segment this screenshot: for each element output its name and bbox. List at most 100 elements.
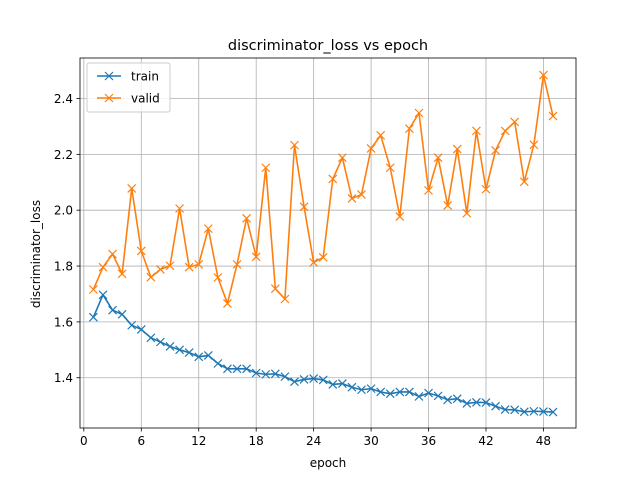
data-point-valid xyxy=(433,153,443,163)
x-tick-label: 42 xyxy=(478,434,493,448)
x-tick-label: 48 xyxy=(536,434,551,448)
data-point-train xyxy=(88,312,98,322)
legend: train valid xyxy=(86,62,171,113)
data-point-train xyxy=(184,348,194,358)
data-point-valid xyxy=(510,117,520,127)
data-point-valid xyxy=(424,185,433,195)
data-point-valid xyxy=(117,269,127,279)
data-point-valid xyxy=(309,257,319,267)
data-point-valid xyxy=(519,177,529,187)
data-point-train xyxy=(309,374,319,383)
x-tick-label: 36 xyxy=(421,434,436,448)
y-tick-label: 2.4 xyxy=(54,92,73,106)
data-point-train xyxy=(98,290,108,300)
data-point-train xyxy=(366,384,376,394)
data-point-valid xyxy=(299,202,309,212)
data-point-train xyxy=(462,399,472,408)
data-point-train xyxy=(232,364,242,374)
data-point-valid xyxy=(481,184,491,194)
data-point-valid xyxy=(242,213,252,223)
data-point-train xyxy=(261,369,271,379)
grid xyxy=(80,58,576,428)
chart-title: discriminator_loss vs epoch xyxy=(228,38,428,54)
data-point-valid xyxy=(98,262,108,272)
data-point-train xyxy=(251,368,261,378)
data-point-train xyxy=(280,372,290,382)
x-axis-label: epoch xyxy=(310,456,347,470)
x-tick-label: 12 xyxy=(191,434,206,448)
data-point-valid xyxy=(108,249,117,259)
data-point-valid xyxy=(156,264,165,274)
data-point-train xyxy=(117,309,127,319)
data-point-train xyxy=(175,345,185,355)
legend-marker-train xyxy=(104,71,114,81)
data-point-train xyxy=(539,407,548,416)
data-point-train xyxy=(136,325,146,334)
data-point-valid xyxy=(366,144,376,153)
data-point-train xyxy=(328,380,338,389)
data-point-valid xyxy=(232,259,242,269)
data-point-train xyxy=(395,387,405,397)
data-point-valid xyxy=(395,212,405,222)
series-valid xyxy=(88,70,558,308)
data-point-valid xyxy=(213,273,223,282)
data-point-valid xyxy=(414,108,424,118)
data-point-valid xyxy=(203,224,213,234)
data-point-train xyxy=(299,374,309,384)
data-point-train xyxy=(424,388,433,398)
legend-marker-valid xyxy=(104,93,114,103)
data-point-train xyxy=(357,385,366,395)
data-point-valid xyxy=(337,153,347,163)
data-point-train xyxy=(156,337,165,347)
data-point-train xyxy=(404,387,414,397)
y-tick-label: 1.4 xyxy=(54,371,73,385)
y-ticks: 1.4 1.6 1.8 2.0 2.2 2.4 xyxy=(54,92,80,385)
data-point-valid xyxy=(194,259,204,269)
legend-entry-valid: valid xyxy=(97,92,160,106)
series-train xyxy=(88,290,558,417)
data-point-valid xyxy=(539,70,548,80)
data-point-valid xyxy=(548,111,558,121)
data-point-train xyxy=(491,401,500,411)
data-point-valid xyxy=(261,163,271,173)
x-tick-label: 18 xyxy=(249,434,264,448)
data-point-train xyxy=(500,405,510,414)
series-layer xyxy=(88,70,558,417)
data-point-train xyxy=(242,364,252,374)
data-point-valid xyxy=(500,126,510,136)
data-point-train xyxy=(108,305,117,315)
data-point-valid xyxy=(223,299,232,308)
data-point-valid xyxy=(280,294,290,304)
x-tick-label: 6 xyxy=(137,434,145,448)
data-point-train xyxy=(519,407,529,417)
y-tick-label: 1.8 xyxy=(54,260,73,274)
data-point-train xyxy=(452,394,462,404)
data-point-train xyxy=(318,375,328,385)
data-point-train xyxy=(414,392,424,401)
data-point-valid xyxy=(184,262,194,272)
data-point-valid xyxy=(290,140,299,150)
data-point-valid xyxy=(347,194,357,203)
data-point-valid xyxy=(471,126,481,136)
y-tick-label: 2.2 xyxy=(54,148,73,162)
x-tick-label: 30 xyxy=(363,434,378,448)
data-point-train xyxy=(290,377,299,387)
data-point-train xyxy=(194,352,204,362)
data-point-valid xyxy=(146,272,156,282)
data-point-train xyxy=(376,387,386,397)
data-point-train xyxy=(337,379,347,389)
data-point-train xyxy=(443,395,453,405)
data-point-valid xyxy=(88,285,98,294)
data-point-train xyxy=(548,407,558,417)
data-point-train xyxy=(471,397,481,407)
data-point-train xyxy=(433,391,443,401)
data-point-train xyxy=(510,405,520,415)
data-point-valid xyxy=(491,146,500,155)
x-tick-label: 0 xyxy=(80,434,88,448)
y-tick-label: 1.6 xyxy=(54,315,73,329)
data-point-train xyxy=(127,320,137,330)
data-point-train xyxy=(529,406,539,416)
data-point-valid xyxy=(175,204,185,213)
data-point-valid xyxy=(127,183,137,193)
x-ticks: 0 6 12 18 24 30 36 42 48 xyxy=(80,428,551,448)
